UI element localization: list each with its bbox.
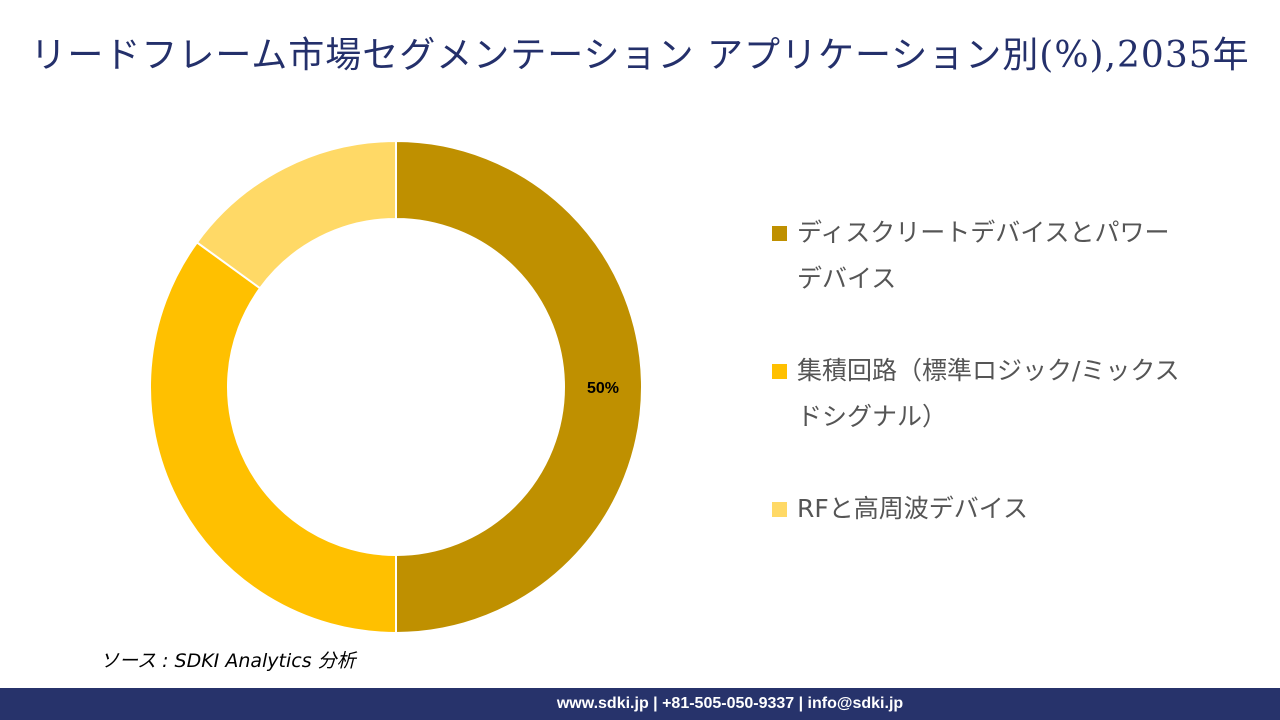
legend-item: 集積回路（標準ロジック/ミックスドシグナル） <box>772 348 1192 440</box>
donut-slice <box>149 241 397 635</box>
legend-item: ディスクリートデバイスとパワーデバイス <box>772 210 1192 302</box>
data-label: 50% <box>587 380 619 397</box>
legend-swatch <box>772 502 787 517</box>
legend-label: RFと高周波デバイス <box>797 494 1029 523</box>
footer-contact: www.sdki.jp | +81-505-050-9337 | info@sd… <box>556 695 904 712</box>
legend-swatch <box>772 226 787 241</box>
footer-bar: www.sdki.jp | +81-505-050-9337 | info@sd… <box>0 688 1280 720</box>
legend-item: RFと高周波デバイス <box>772 486 1192 532</box>
legend-swatch <box>772 364 787 379</box>
legend-label: ディスクリートデバイスとパワーデバイス <box>797 218 1170 293</box>
chart-title: リードフレーム市場セグメンテーション アプリケーション別(%),2035年 <box>30 35 1250 76</box>
legend-label: 集積回路（標準ロジック/ミックスドシグナル） <box>797 356 1180 431</box>
donut-slice <box>395 139 643 635</box>
source-note: ソース : SDKI Analytics 分析 <box>100 650 356 672</box>
legend: ディスクリートデバイスとパワーデバイス 集積回路（標準ロジック/ミックスドシグナル… <box>772 210 1192 578</box>
donut-slice <box>195 139 397 290</box>
